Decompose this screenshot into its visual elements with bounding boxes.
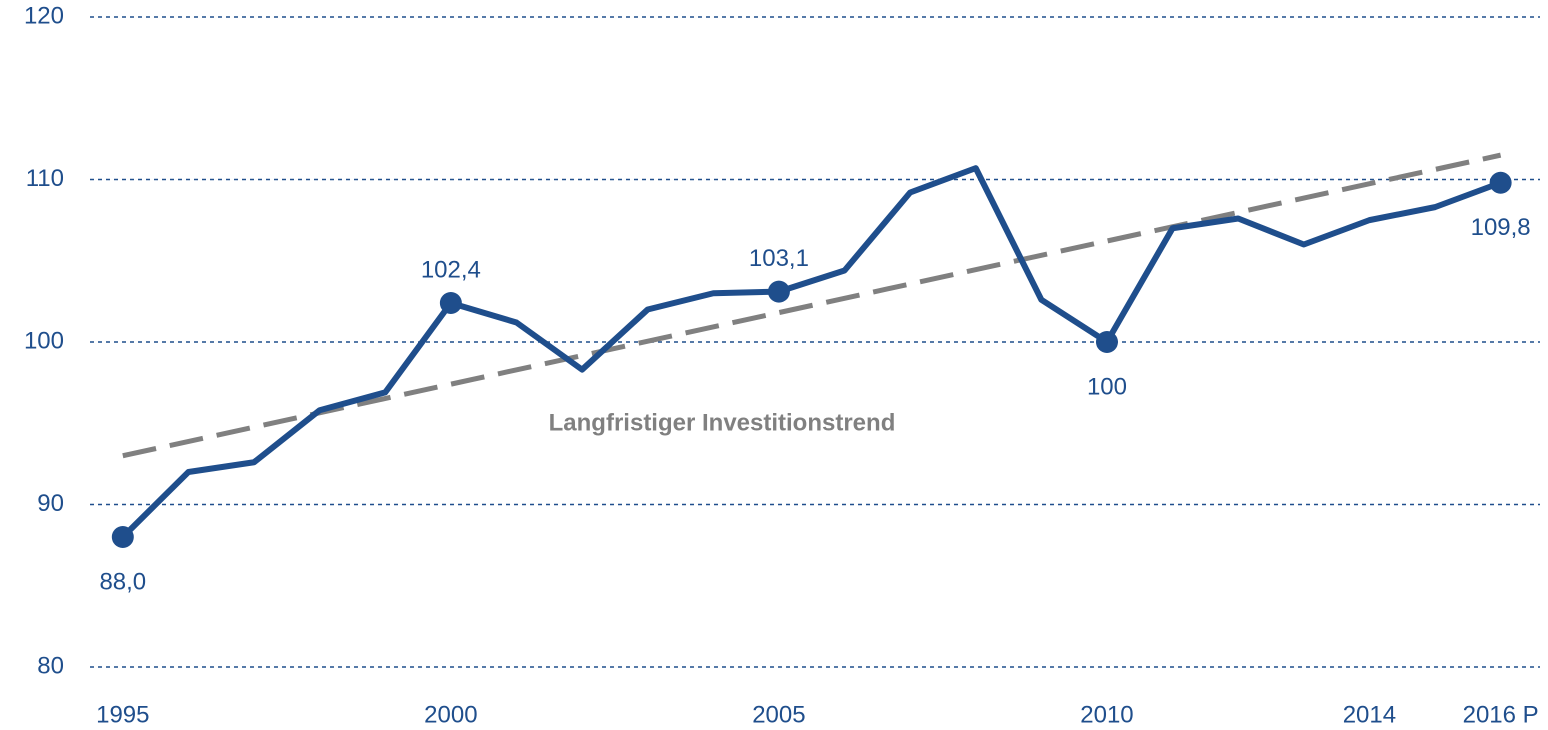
marker [439, 292, 462, 314]
x-tick-label: 2005 [752, 701, 805, 728]
y-tick-label: 110 [26, 165, 64, 192]
y-tick-label: 90 [37, 490, 64, 517]
line [120, 165, 1502, 540]
marker [1095, 331, 1118, 353]
marker [767, 280, 790, 303]
value-label: 102,4 [421, 256, 481, 283]
x-tick-label: 2000 [424, 701, 477, 728]
marker [1489, 171, 1512, 194]
value-label: 88,0 [99, 568, 146, 595]
trend-label: Langfristiger Investitionstrend [549, 409, 896, 436]
value-label: 109,8 [1471, 214, 1531, 241]
marker [111, 526, 134, 548]
value-label: 100 [1087, 373, 1127, 400]
trend-line [122, 152, 1502, 459]
y-tick-label: 100 [24, 327, 64, 354]
x-tick-label: 2014 [1343, 701, 1396, 728]
x-tick-label: 2016 P [1463, 701, 1539, 728]
y-tick-label: 120 [24, 2, 64, 29]
value-label: 103,1 [749, 245, 809, 272]
x-tick-label: 1995 [96, 701, 149, 728]
x-tick-label: 2010 [1080, 701, 1133, 728]
y-tick-label: 80 [37, 652, 64, 679]
